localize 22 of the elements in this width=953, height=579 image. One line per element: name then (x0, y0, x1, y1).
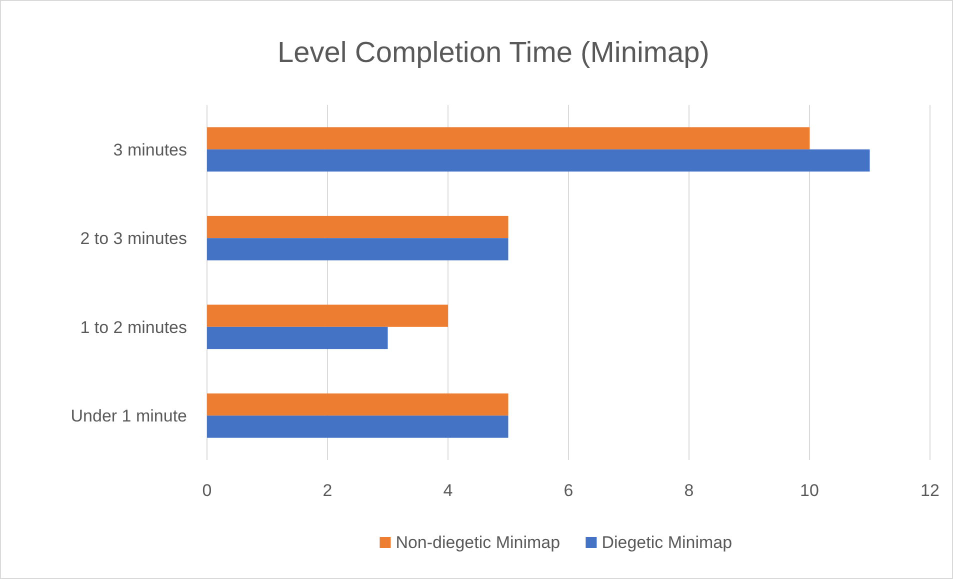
x-tick-label: 0 (202, 481, 212, 500)
x-tick-label: 6 (564, 481, 574, 500)
x-tick-label: 12 (920, 481, 940, 500)
x-tick-label: 2 (322, 481, 332, 500)
x-tick-label: 10 (800, 481, 819, 500)
x-tick-label: 4 (443, 481, 453, 500)
bar (207, 238, 508, 260)
bar (207, 326, 388, 350)
bar (207, 304, 448, 327)
bar (207, 127, 810, 150)
x-tick-label: 8 (684, 481, 694, 500)
y-tick-label: 1 to 2 minutes (80, 318, 187, 337)
legend-label: Diegetic Minimap (602, 533, 732, 552)
bar (207, 393, 508, 416)
bar (207, 149, 870, 172)
y-tick-label: 3 minutes (113, 140, 187, 160)
bar (207, 416, 508, 438)
bar (207, 216, 508, 238)
y-tick-label: 2 to 3 minutes (80, 229, 187, 248)
chart-title: Level Completion Time (Minimap) (278, 37, 710, 69)
legend-label: Non-diegetic Minimap (396, 533, 560, 552)
y-tick-label: Under 1 minute (70, 406, 187, 426)
